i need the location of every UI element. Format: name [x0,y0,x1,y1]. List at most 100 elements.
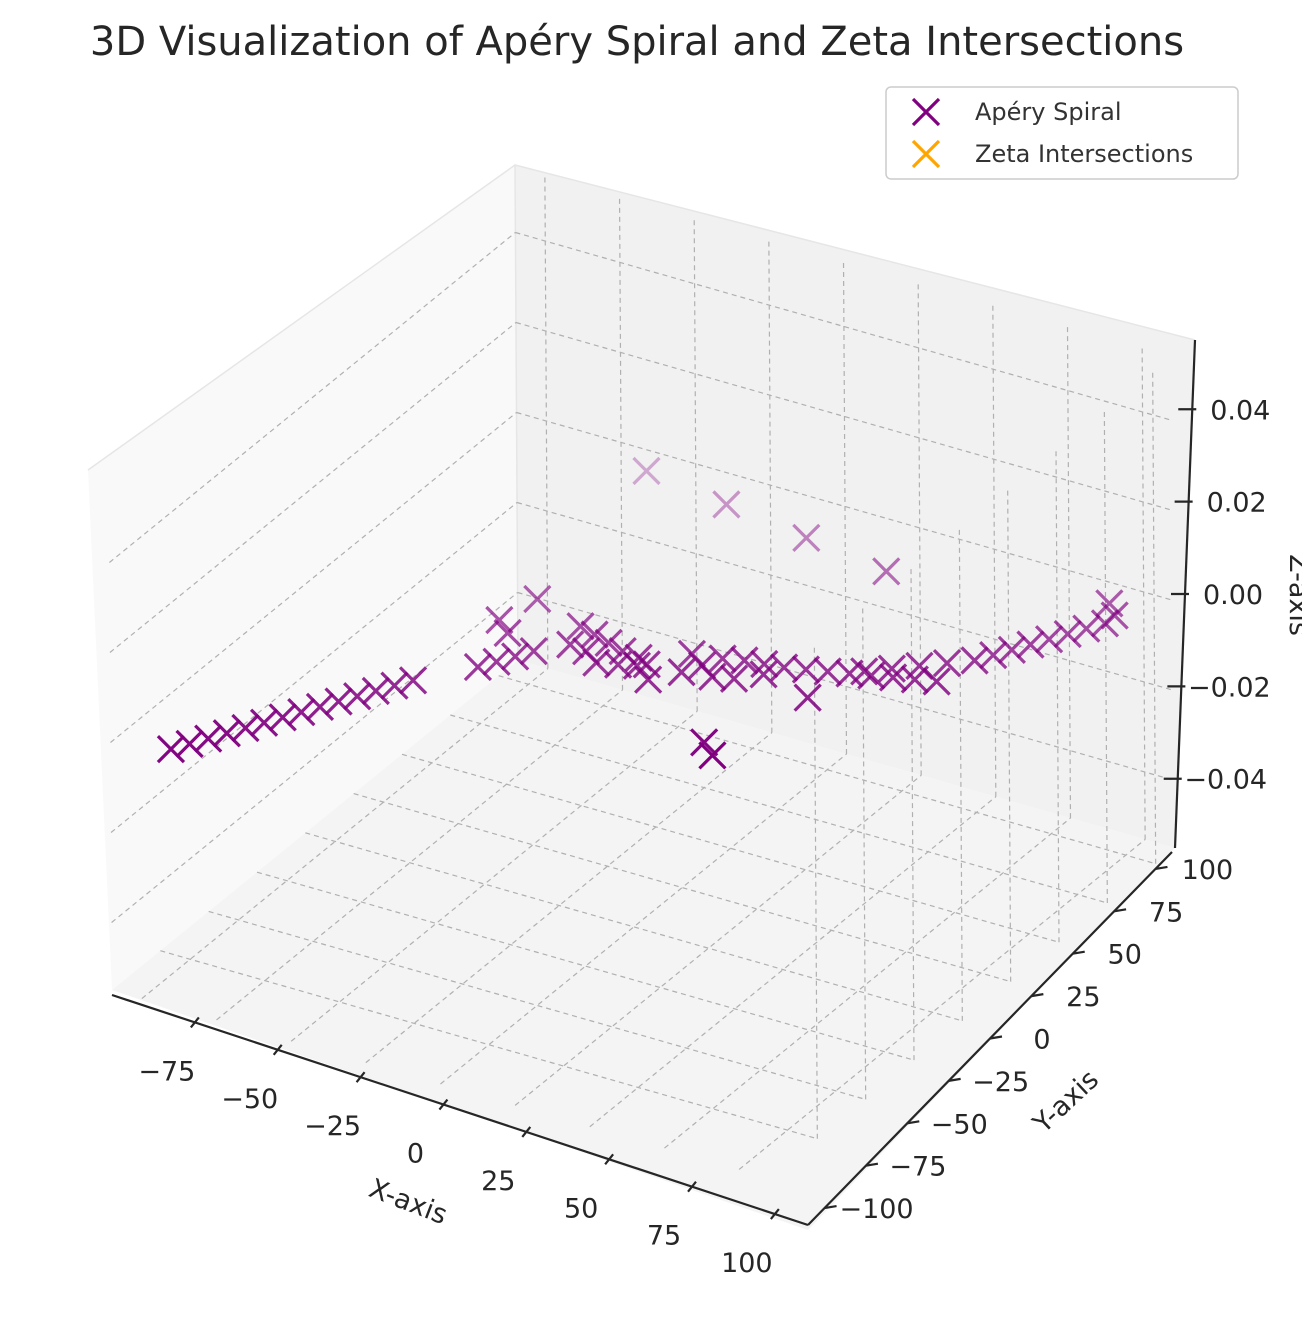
y-tick-label: −100 [839,1194,913,1225]
apery-spiral-point [719,664,749,693]
legend-frame [885,86,1239,180]
apery-spiral-point [156,735,186,764]
x-gridline-back [958,525,963,1021]
y-tick-mark [907,1120,920,1125]
x-tick-mark [438,1098,449,1111]
apery-spiral-point [305,692,335,721]
z-gridline-left [111,592,518,923]
y-gridline-floor [440,753,847,1085]
z-tick-label: 0.00 [1203,580,1263,611]
apery-spiral-point [501,642,530,671]
z-gridline-back [515,321,1174,512]
y-tick-label: 100 [1182,855,1234,886]
legend-entry-zeta: Zeta Intersections [911,139,1193,169]
x-tick-label: −50 [221,1084,278,1115]
x-tick-mark [521,1126,532,1138]
apery-spiral-point [835,659,864,688]
apery-spiral-point [749,660,778,689]
y-gridline-back [693,216,698,712]
apery-spiral-point [922,667,951,696]
apery-spiral-point [482,647,511,676]
z-tick-label: 0.02 [1207,488,1267,519]
chart-title: 3D Visualization of Apéry Spiral and Zet… [90,19,1184,65]
apery-spiral-point [997,635,1026,664]
legend-marker-zeta [911,139,941,169]
apery-spiral-point [1072,614,1101,643]
apery-spiral-point [667,658,696,687]
x-axis-label: X-axis [365,1173,452,1231]
z-gridline-left [110,412,517,743]
apery-spiral-point [361,676,390,706]
y-tick-mark [824,1204,837,1210]
z-gridline-left [109,322,517,653]
y-tick-label: −50 [931,1109,988,1140]
y-tick-label: −75 [889,1152,946,1183]
apery-spiral-point [580,620,609,649]
tick-labels: −75−50−250255075100−100−75−50−2502550751… [138,395,1270,1279]
x-gridline-floor [498,675,1156,865]
y-gridline-floor [514,774,922,1106]
y-tick-mark [1031,993,1044,998]
apery-spiral-point [932,649,962,678]
x-tick-label: 25 [481,1166,515,1197]
x-tick-label: 0 [407,1139,424,1170]
apery-spiral-point [900,665,929,694]
y-gridline-floor [290,710,698,1042]
x-tick-mark [272,1044,283,1056]
apery-spiral-point [712,490,741,519]
x-tick-label: 50 [564,1193,598,1224]
x-gridline-back [1007,486,1012,982]
x-tick-label: −25 [304,1111,361,1142]
apery-spiral-point [793,683,822,712]
y-tick-mark [865,1162,879,1167]
x-gridline-floor [256,871,915,1061]
x-gridline-back [1152,368,1157,864]
apery-spiral-point [708,644,737,673]
y-tick-mark [1155,865,1168,871]
apery-spiral-point [231,713,260,743]
apery-spiral-point [287,697,316,727]
z-tick-label: −0.02 [1188,672,1271,703]
apery-spiral-point [698,662,727,691]
apery-spiral-point [813,657,842,686]
apery-spiral-point [877,654,906,683]
floor-pane [112,660,1175,1230]
x-tick-mark [355,1071,366,1083]
apery-spiral-point [1053,619,1082,649]
apery-spiral-point [1090,609,1120,638]
z-gridline-back [515,231,1173,422]
gridlines [109,173,1175,1170]
apery-spiral-point [343,682,372,711]
apery-spiral-point [878,663,908,692]
apery-spiral-point [519,637,548,666]
x-tick-label: −75 [138,1056,195,1087]
apery-spiral-point [523,584,552,614]
y-tick-label: 50 [1108,940,1142,971]
legend: Apéry Spiral Zeta Intersections [885,86,1239,180]
legend-marker-apery [911,97,941,127]
x-tick-label: 75 [647,1221,681,1252]
apery-spiral-point [872,557,901,586]
apery-spiral-point [690,728,719,757]
apery-spiral-point [634,665,663,694]
z-tick-label: 0.04 [1210,395,1270,426]
y-tick-label: −25 [972,1067,1029,1098]
apery-spiral-point [857,661,886,690]
y-gridline-floor [216,689,623,1021]
x-tick-mark [687,1180,697,1193]
apery-spiral-point [212,719,241,748]
apery-spiral-point [1034,625,1064,654]
apery-spiral-point [398,666,428,695]
x-gridline-back [910,565,915,1061]
apery-spiral-point [698,741,727,770]
apery-spiral-point [791,655,821,684]
x-tick-mark [604,1153,615,1165]
x-gridline-floor [208,910,866,1101]
apery-spiral-point [380,671,409,700]
y-gridline-floor [365,732,773,1064]
x-gridline-back [813,643,818,1139]
apery-spiral-point [594,628,623,657]
y-gridline-floor [589,796,997,1128]
apery-spiral-point [556,630,585,659]
